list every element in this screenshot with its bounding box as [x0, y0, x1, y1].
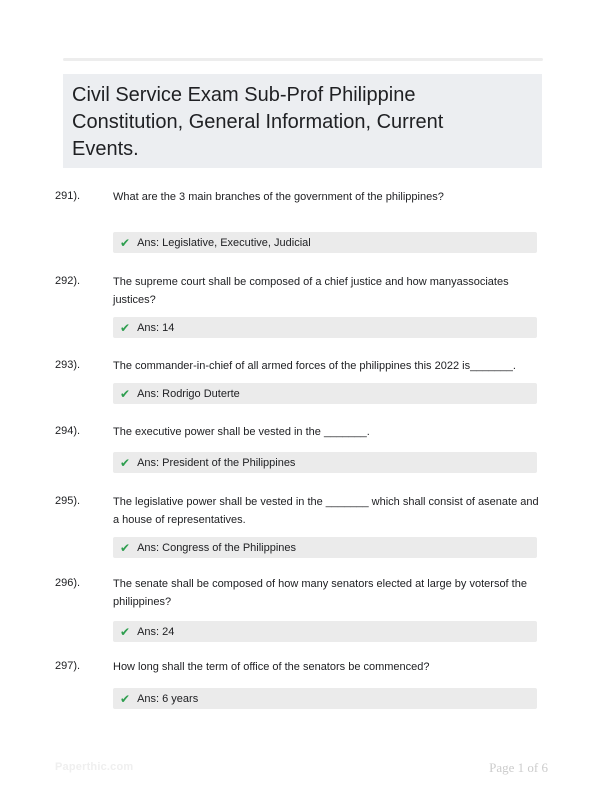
question-number: 296). — [55, 577, 81, 589]
answer-text: Ans: Legislative, Executive, Judicial — [137, 236, 311, 249]
answer-box: ✔ Ans: 24 — [113, 621, 537, 642]
question-text: The supreme court shall be composed of a… — [113, 276, 509, 288]
page-title-line: Constitution, General Information, Curre… — [72, 111, 444, 133]
check-icon: ✔ — [120, 691, 131, 706]
question-text: The executive power shall be vested in t… — [113, 426, 370, 438]
question-text: justices? — [113, 294, 156, 306]
watermark: Paperthic.com — [55, 761, 134, 773]
question-item-296: 296). The senate shall be composed of ho… — [55, 575, 545, 642]
answer-text: Ans: Rodrigo Duterte — [137, 387, 240, 400]
question-item-295: 295). The legislative power shall be ves… — [55, 493, 545, 558]
page-title-line: Civil Service Exam Sub-Prof Philippine — [72, 84, 416, 106]
question-number: 295). — [55, 495, 81, 507]
question-text: The commander-in-chief of all armed forc… — [113, 360, 516, 372]
answer-text: Ans: 24 — [137, 625, 175, 638]
answer-box: ✔ Ans: Legislative, Executive, Judicial — [113, 232, 537, 253]
check-icon: ✔ — [120, 386, 131, 401]
question-item-292: 292). The supreme court shall be compose… — [55, 273, 545, 338]
question-number: 291). — [55, 190, 81, 202]
question-text: What are the 3 main branches of the gove… — [113, 191, 444, 203]
answer-text: Ans: President of the Philippines — [137, 456, 296, 469]
question-number: 297). — [55, 660, 81, 672]
answer-box: ✔ Ans: President of the Philippines — [113, 452, 537, 473]
check-icon: ✔ — [120, 235, 131, 250]
question-number: 292). — [55, 275, 81, 287]
answer-text: Ans: 6 years — [137, 692, 199, 705]
question-text: The legislative power shall be vested in… — [113, 496, 539, 508]
check-icon: ✔ — [120, 624, 131, 639]
question-text: philippines? — [113, 596, 172, 608]
page-title-line: Events. — [72, 138, 139, 160]
top-divider — [63, 58, 543, 61]
question-text: The senate shall be composed of how many… — [113, 578, 527, 590]
answer-box: ✔ Ans: Rodrigo Duterte — [113, 383, 537, 404]
answer-box: ✔ Ans: Congress of the Philippines — [113, 537, 537, 558]
answer-box: ✔ Ans: 14 — [113, 317, 537, 338]
question-text: a house of representatives. — [113, 514, 246, 526]
answer-box: ✔ Ans: 6 years — [113, 688, 537, 709]
question-text: How long shall the term of office of the… — [113, 661, 430, 673]
check-icon: ✔ — [120, 540, 131, 555]
check-icon: ✔ — [120, 455, 131, 470]
question-number: 294). — [55, 425, 81, 437]
answer-text: Ans: Congress of the Philippines — [137, 541, 297, 554]
answer-text: Ans: 14 — [137, 321, 175, 334]
question-item-294: 294). The executive power shall be veste… — [55, 423, 545, 473]
title-card: Civil Service Exam Sub-Prof Philippine C… — [63, 74, 542, 168]
question-item-297: 297). How long shall the term of office … — [55, 658, 545, 709]
check-icon: ✔ — [120, 320, 131, 335]
question-item-293: 293). The commander-in-chief of all arme… — [55, 357, 545, 404]
page-indicator: Page 1 of 6 — [489, 760, 548, 775]
question-item-291: 291). What are the 3 main branches of th… — [55, 188, 545, 253]
question-number: 293). — [55, 359, 81, 371]
